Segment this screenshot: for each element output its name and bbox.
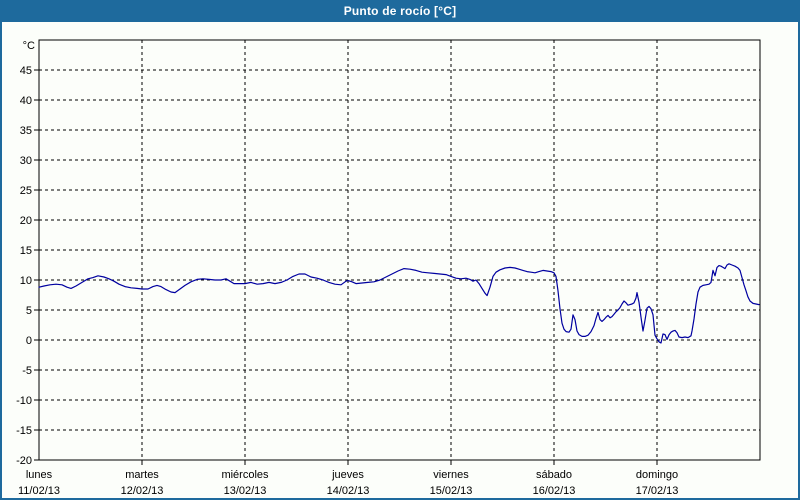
y-tick-label: -10 xyxy=(16,395,32,407)
y-tick-label: 35 xyxy=(20,125,32,137)
x-date-label: 11/02/13 xyxy=(18,485,60,497)
x-date-label: 12/02/13 xyxy=(121,485,164,497)
y-tick-label: 20 xyxy=(20,215,32,227)
x-day-name-label: jueves xyxy=(331,469,364,481)
y-tick-label: 40 xyxy=(20,95,32,107)
x-day-name-label: martes xyxy=(125,469,159,481)
y-tick-label: 5 xyxy=(26,305,32,317)
x-day-name-label: sábado xyxy=(536,469,572,481)
y-tick-label: 15 xyxy=(20,245,32,257)
x-day-name-label: lunes xyxy=(26,469,53,481)
x-date-label: 13/02/13 xyxy=(224,485,267,497)
x-date-label: 17/02/13 xyxy=(636,485,679,497)
y-tick-label: 0 xyxy=(26,335,32,347)
y-tick-label: 25 xyxy=(20,185,32,197)
plot-frame xyxy=(38,39,761,461)
x-day-name-label: domingo xyxy=(636,469,678,481)
chart-title: Punto de rocío [°C] xyxy=(343,4,457,18)
dewpoint-series-line xyxy=(38,263,760,344)
x-date-label: 14/02/13 xyxy=(327,485,370,497)
y-tick-label: 45 xyxy=(20,65,32,77)
x-day-name-label: viernes xyxy=(433,469,469,481)
y-tick-label: -20 xyxy=(16,455,32,467)
y-tick-label: -5 xyxy=(22,365,32,377)
y-tick-label: 30 xyxy=(20,155,32,167)
y-tick-label: -15 xyxy=(16,425,32,437)
title-bar: Punto de rocío [°C] xyxy=(0,0,800,22)
dewpoint-chart: 45 40 35 30 25 20 15 10 5 0 -5 -10 -15 -20 °C lunes 11/0… xyxy=(16,39,761,497)
y-axis-unit-label: °C xyxy=(23,40,35,52)
x-day-name-label: miércoles xyxy=(221,469,269,481)
x-date-label: 16/02/13 xyxy=(533,485,576,497)
x-date-label: 15/02/13 xyxy=(430,485,473,497)
y-tick-label: 10 xyxy=(20,275,32,287)
